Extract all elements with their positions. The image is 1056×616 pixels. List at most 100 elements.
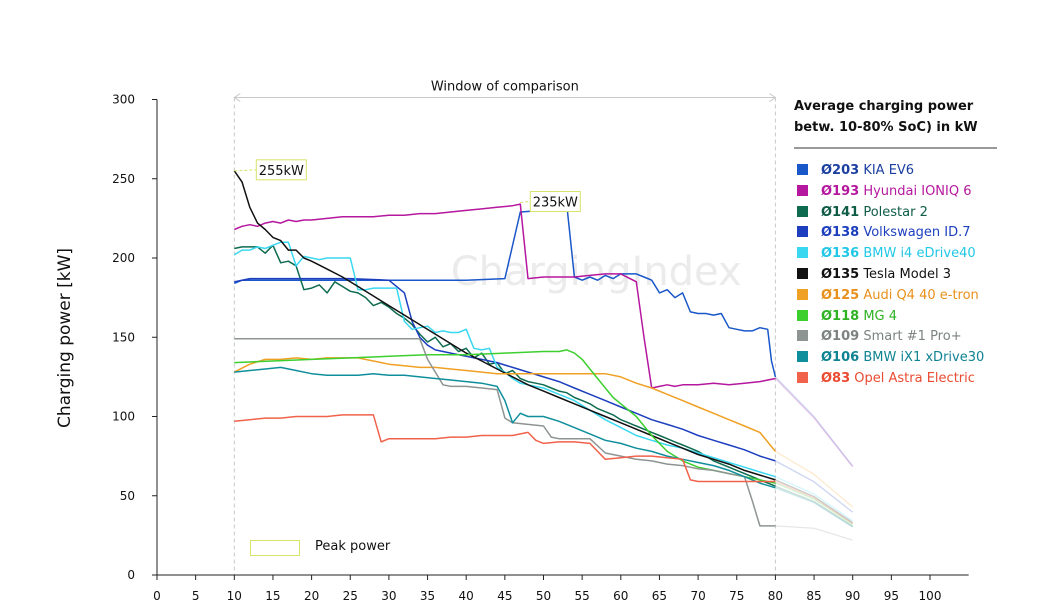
x-tick-label: 25 (343, 589, 358, 603)
series-line (234, 203, 776, 389)
legend-divider (794, 147, 997, 149)
legend-item: Ø138 Volkswagen ID.7 (797, 223, 971, 243)
y-tick-label: 200 (112, 251, 135, 265)
legend-average: Ø136 (821, 246, 860, 262)
series-line (234, 349, 776, 484)
legend-item: Ø136 BMW i4 eDrive40 (797, 244, 976, 264)
x-tick-label: 55 (575, 589, 590, 603)
legend-swatch (797, 247, 808, 259)
legend-item: Ø193 Hyundai IONIQ 6 (797, 182, 972, 202)
window-label: Window of comparison (431, 80, 579, 95)
series-line (233, 170, 776, 481)
peak-annotation-label: 255kW (259, 164, 304, 179)
legend-title-line1: Average charging power (794, 99, 974, 114)
x-tick-label: 60 (613, 589, 628, 603)
legend-series-name: Opel Astra Electric (850, 371, 975, 386)
legend-item: Ø135 Tesla Model 3 (797, 265, 951, 285)
series-line (234, 277, 776, 462)
legend-average: Ø193 (821, 183, 860, 199)
legend-item: Ø125 Audi Q4 40 e-tron (797, 286, 979, 306)
legend-title: Average charging power betw. 10-80% SoC)… (794, 96, 1004, 138)
x-tick-label: 95 (884, 589, 899, 603)
legend-series-name: Hyundai IONIQ 6 (859, 183, 972, 199)
x-tick-label: 20 (304, 589, 319, 603)
x-tick-label: 80 (768, 589, 783, 603)
x-tick-label: 40 (459, 589, 474, 603)
watermark: ChargingIndex (451, 249, 742, 295)
x-tick-label: 35 (420, 589, 435, 603)
legend-swatch (797, 309, 808, 321)
x-tick-label: 45 (497, 589, 512, 603)
legend-item: Ø83 Opel Astra Electric (797, 369, 975, 389)
peak-annotation-leader (520, 201, 531, 204)
series-tail (775, 487, 854, 528)
x-tick-label: 5 (192, 589, 200, 603)
legend-swatch (797, 351, 808, 363)
x-tick-label: 0 (153, 589, 161, 603)
legend-item: Ø106 BMW iX1 xDrive30 (797, 348, 984, 368)
series-line (234, 203, 777, 378)
y-tick-label: 0 (127, 568, 135, 582)
legend-swatch (797, 288, 808, 300)
legend-series-name: Polestar 2 (859, 204, 928, 220)
x-tick-label: 100 (919, 589, 942, 603)
x-tick-label: 85 (806, 589, 821, 603)
x-tick-label: 30 (381, 589, 396, 603)
legend-series-name: Smart #1 Pro+ (859, 329, 962, 345)
y-tick-label: 300 (112, 93, 135, 107)
legend-average: Ø141 (821, 204, 860, 220)
x-tick-label: 50 (536, 589, 551, 603)
legend-series-name: KIA EV6 (859, 163, 915, 178)
y-tick-label: 150 (112, 330, 135, 344)
x-tick-label: 75 (729, 589, 744, 603)
legend-item: Ø118 MG 4 (797, 307, 897, 327)
legend-average: Ø109 (821, 329, 860, 345)
series-tail (775, 476, 854, 522)
y-tick-label: 250 (112, 172, 135, 186)
peak-annotation-box (255, 159, 307, 181)
legend-swatch (797, 226, 808, 238)
peak-annotation-leader (234, 169, 257, 172)
legend-item: Ø203 KIA EV6 (797, 161, 914, 181)
series-tail (775, 480, 854, 525)
y-axis-label: Charging power [kW] (55, 248, 75, 428)
x-tick-label: 65 (652, 589, 667, 603)
legend-series-name: BMW iX1 xDrive30 (859, 350, 985, 366)
window-arrow-left (233, 93, 241, 102)
series-line (234, 338, 776, 527)
x-tick-label: 10 (227, 589, 242, 603)
y-tick-label: 50 (120, 489, 135, 503)
legend-series-name: Volkswagen ID.7 (859, 225, 971, 241)
legend-average: Ø203 (821, 163, 860, 178)
series-tail (774, 376, 854, 467)
series-tail (775, 479, 854, 524)
series-line (234, 414, 776, 483)
x-tick-label: 90 (845, 589, 860, 603)
y-tick-label: 100 (112, 410, 135, 424)
legend-average: Ø118 (821, 308, 860, 324)
series-tail (774, 378, 854, 468)
x-tick-label: 70 (690, 589, 705, 603)
peak-annotation-label: 235kW (533, 196, 578, 211)
legend-average: Ø106 (821, 350, 860, 366)
series-tail (775, 450, 854, 508)
series-tail (775, 525, 853, 541)
peak-power-swatch (250, 540, 300, 556)
legend-swatch (797, 268, 808, 279)
legend-item: Ø141 Polestar 2 (797, 203, 928, 223)
legend-average: Ø83 (821, 371, 851, 386)
legend-average: Ø125 (821, 287, 860, 303)
series-line (233, 241, 776, 478)
legend-series-name: BMW i4 eDrive40 (859, 246, 976, 262)
legend-swatch (797, 184, 808, 196)
legend-series-name: Audi Q4 40 e-tron (859, 287, 979, 303)
legend-series-name: Tesla Model 3 (859, 267, 951, 282)
legend-item: Ø109 Smart #1 Pro+ (797, 327, 962, 347)
series-tail (775, 482, 854, 525)
legend-swatch (797, 205, 808, 217)
legend-swatch (797, 372, 808, 383)
peak-power-label: Peak power (315, 539, 391, 554)
legend-swatch (797, 330, 808, 342)
legend-average: Ø135 (821, 267, 860, 282)
